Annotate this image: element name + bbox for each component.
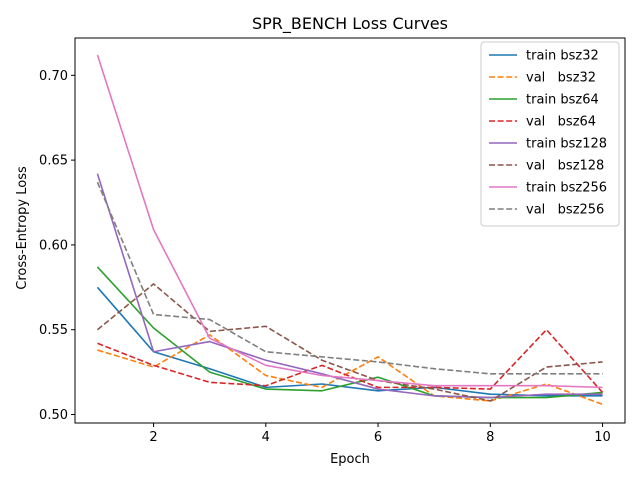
- y-tick-label: 0.70: [39, 69, 68, 84]
- x-tick-label: 8: [486, 430, 494, 445]
- x-tick-label: 10: [594, 430, 611, 445]
- y-tick-label: 0.60: [39, 238, 68, 253]
- series-line-val-bsz256: [96, 181, 603, 375]
- legend-label: train bsz256: [526, 181, 607, 196]
- legend: train bsz32 val bsz32 train bsz64 val bsz64…: [480, 41, 620, 227]
- series-line-val-bsz128: [96, 283, 603, 402]
- legend-box: [480, 41, 620, 227]
- legend-label: val bsz32: [526, 71, 596, 86]
- legend-label: train bsz128: [526, 137, 607, 152]
- x-tick-label: 2: [149, 430, 157, 445]
- axes-frame: [74, 37, 626, 424]
- y-axis-title: Cross-Entropy Loss: [15, 166, 30, 290]
- series-line-train-bsz64: [96, 266, 603, 399]
- x-axis-title: Epoch: [330, 452, 370, 467]
- series-line-val-bsz64: [97, 328, 604, 394]
- x-axis-ticks: 2 4 6 8 10: [149, 423, 611, 445]
- legend-label: train bsz64: [526, 93, 599, 108]
- y-tick-label: 0.65: [39, 154, 68, 169]
- x-tick-label: 6: [374, 430, 382, 445]
- y-tick-label: 0.55: [39, 323, 68, 338]
- y-tick-label: 0.50: [39, 408, 68, 423]
- y-axis-ticks: 0.50 0.55 0.60 0.65 0.70: [39, 69, 75, 423]
- plot-lines: [96, 54, 604, 406]
- legend-label: val bsz64: [526, 115, 596, 130]
- x-tick-label: 4: [262, 430, 270, 445]
- legend-label: val bsz256: [526, 203, 604, 218]
- series-line-train-bsz32: [96, 286, 603, 397]
- legend-label: train bsz32: [526, 49, 599, 64]
- series-line-train-bsz128: [96, 173, 603, 399]
- legend-label: val bsz128: [526, 159, 604, 174]
- chart-title: SPR_BENCH Loss Curves: [252, 14, 448, 34]
- series-line-train-bsz256: [96, 54, 603, 389]
